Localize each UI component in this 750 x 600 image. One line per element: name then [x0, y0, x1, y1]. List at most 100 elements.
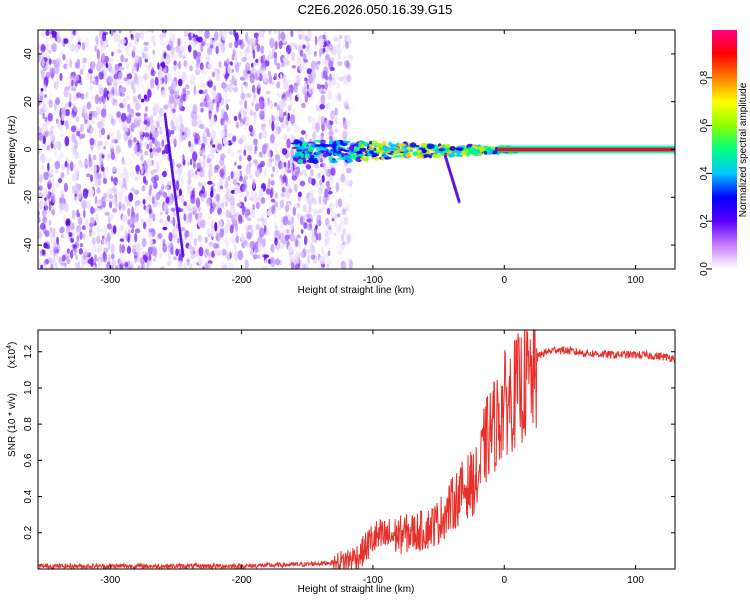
noise-blob	[178, 188, 182, 197]
noise-blob	[310, 208, 314, 213]
carrier-blob	[328, 150, 334, 154]
noise-blob	[255, 37, 259, 46]
noise-blob	[127, 233, 130, 243]
noise-blob	[40, 43, 46, 54]
noise-blob	[339, 34, 343, 40]
noise-blob	[244, 259, 249, 269]
noise-blob	[150, 247, 154, 253]
carrier-blob	[332, 147, 337, 154]
noise-blob	[190, 32, 194, 38]
noise-blob	[257, 79, 261, 89]
noise-blob	[48, 58, 52, 66]
noise-blob	[284, 204, 290, 213]
carrier-blob	[332, 145, 337, 149]
noise-blob	[197, 256, 203, 266]
noise-blob	[112, 186, 117, 193]
noise-blob	[210, 44, 214, 49]
noise-blob	[103, 87, 108, 98]
noise-blob	[198, 89, 204, 94]
noise-blob	[75, 151, 79, 156]
noise-blob	[159, 110, 164, 117]
noise-blob	[253, 159, 258, 165]
noise-blob	[226, 103, 229, 111]
noise-blob	[313, 227, 317, 237]
noise-blob	[316, 100, 320, 109]
noise-blob	[259, 227, 265, 238]
noise-blob	[330, 167, 336, 176]
noise-blob	[298, 30, 304, 33]
noise-blob	[303, 58, 309, 63]
snr-frame	[37, 329, 676, 570]
noise-blob	[255, 58, 259, 63]
noise-blob	[136, 265, 141, 269]
noise-blob	[260, 45, 265, 55]
noise-blob	[72, 94, 77, 103]
noise-blob	[166, 215, 171, 222]
noise-blob	[109, 188, 113, 194]
carrier-blob	[340, 148, 346, 152]
noise-blob	[337, 60, 343, 67]
noise-blob	[308, 115, 311, 123]
noise-blob	[203, 136, 208, 147]
noise-blob	[331, 173, 337, 179]
noise-blob	[254, 169, 261, 178]
noise-blob	[148, 140, 153, 149]
noise-blob	[165, 196, 170, 204]
carrier-blob	[342, 157, 348, 161]
noise-blob	[102, 39, 108, 50]
noise-blob	[311, 197, 317, 204]
noise-blob	[206, 157, 212, 164]
noise-blob	[76, 58, 81, 69]
noise-blob	[251, 98, 258, 103]
noise-blob	[284, 165, 290, 172]
noise-blob	[111, 195, 116, 205]
noise-blob	[47, 49, 52, 55]
noise-blob	[52, 196, 56, 204]
noise-blob	[232, 135, 237, 143]
noise-blob	[217, 249, 223, 256]
noise-blob	[46, 144, 50, 151]
noise-blob	[66, 248, 70, 254]
noise-blob	[331, 217, 335, 222]
noise-blob	[349, 260, 353, 269]
noise-blob	[245, 62, 251, 67]
noise-blob	[101, 154, 105, 159]
snr-y-tick-label: 0.2	[23, 525, 34, 539]
noise-blob	[157, 232, 163, 240]
noise-blob	[343, 101, 349, 110]
noise-blob	[73, 164, 77, 168]
snr-x-tick-label: -200	[232, 575, 252, 586]
noise-blob	[108, 113, 113, 120]
noise-blob	[109, 89, 116, 97]
noise-blob	[126, 78, 132, 86]
noise-blob	[210, 147, 216, 154]
noise-blob	[304, 45, 310, 51]
noise-blob	[145, 118, 151, 127]
noise-blob	[147, 166, 151, 173]
noise-blob	[141, 51, 146, 59]
spectrogram-x-tick-label: -100	[363, 275, 383, 286]
noise-blob	[159, 126, 163, 136]
noise-blob	[321, 246, 325, 256]
noise-blob	[288, 42, 294, 49]
snr-x-label: Height of straight line (km)	[298, 584, 415, 595]
noise-blob	[199, 62, 204, 71]
noise-blob	[168, 94, 174, 104]
noise-blob	[237, 250, 244, 261]
noise-blob	[246, 92, 252, 99]
noise-blob	[150, 67, 155, 76]
colorbar-tick-label: 0.6	[699, 118, 710, 132]
noise-blob	[310, 234, 317, 244]
noise-blob	[133, 118, 138, 126]
noise-blob	[202, 101, 207, 108]
noise-blob	[143, 141, 149, 147]
noise-blob	[81, 107, 85, 114]
noise-blob	[335, 176, 341, 181]
noise-blob	[316, 134, 322, 145]
noise-blob	[261, 115, 265, 120]
noise-blob	[235, 121, 240, 129]
noise-blob	[213, 31, 219, 42]
noise-blob	[234, 32, 239, 42]
noise-blob	[300, 259, 303, 267]
noise-blob	[315, 104, 319, 112]
